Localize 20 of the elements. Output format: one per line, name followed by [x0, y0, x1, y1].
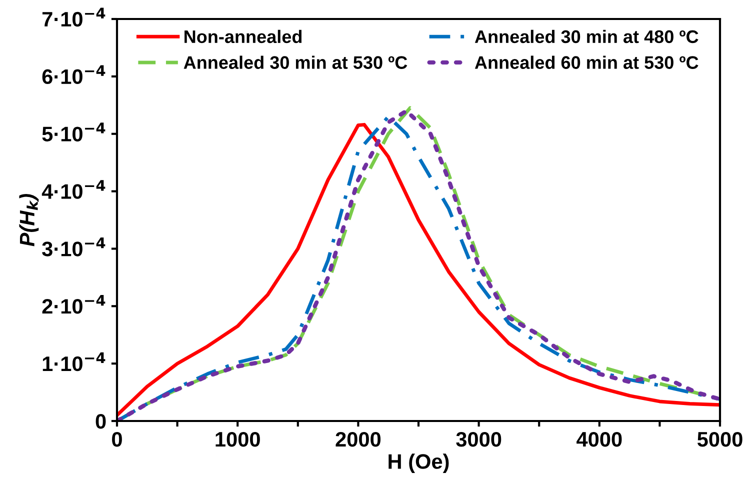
- x-tick-label: 3000: [456, 432, 502, 447]
- y-tick-label: 3·10$^{−4}$: [42, 238, 106, 256]
- y-axis-title: P(H$_{k}$): [19, 194, 39, 246]
- y-tick-label: 7·10$^{−4}$: [42, 8, 106, 27]
- x-tick-label: 0: [112, 432, 122, 447]
- legend-label: Annealed 60 min at 530 ºC: [474, 56, 698, 69]
- y-tick-label: 2·10$^{−4}$: [42, 294, 106, 314]
- x-tick-label: 1000: [216, 432, 260, 447]
- x-axis-title: H (Oe): [388, 454, 449, 474]
- y-tick-label: 6·10$^{−4}$: [42, 65, 106, 84]
- x-tick-label: 5000: [697, 432, 742, 447]
- y-tick-label: 0: [96, 414, 106, 429]
- legend-label: Non-annealed: [184, 30, 302, 44]
- x-tick-label: 4000: [576, 432, 622, 447]
- y-tick-label: 1·10$^{−4}$: [42, 352, 106, 372]
- x-tick-label: 2000: [336, 432, 381, 447]
- y-tick-label: 5·10$^{−4}$: [42, 122, 106, 142]
- legend-label: Annealed 30 min at 530 ºC: [184, 56, 408, 69]
- y-tick-label: 4·10$^{−4}$: [42, 180, 106, 199]
- legend-label: Annealed 30 min at 480 ºC: [474, 30, 698, 44]
